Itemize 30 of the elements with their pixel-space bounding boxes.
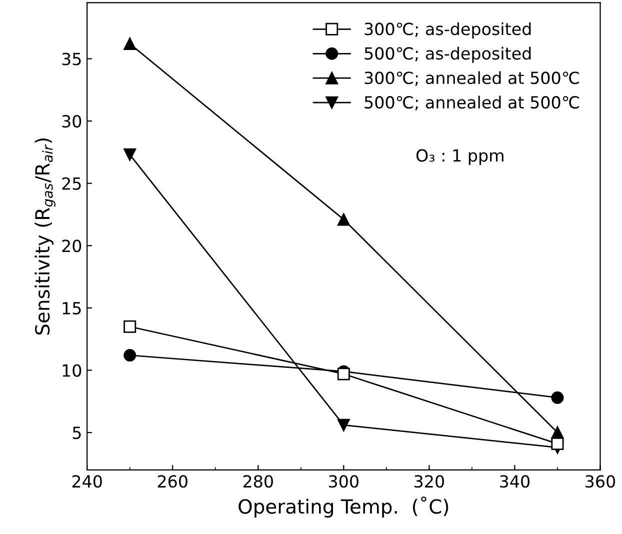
y-tick-label: 15	[62, 302, 81, 315]
x-tick-label: 340	[500, 475, 530, 488]
legend-label: 500℃; as-deposited	[364, 46, 531, 63]
point	[337, 418, 350, 432]
x-tick-label: 260	[158, 475, 188, 488]
y-tick-label: 5	[72, 426, 81, 440]
y-tick-label: 10	[62, 364, 82, 377]
point	[337, 368, 350, 380]
point	[124, 38, 136, 50]
x-tick-label: 360	[586, 475, 616, 488]
point	[124, 320, 136, 333]
point	[337, 213, 350, 226]
y-tick-label: 20	[62, 240, 82, 252]
y-tick-label: 30	[62, 115, 82, 128]
point	[124, 349, 136, 362]
y-tick-label: 35	[62, 52, 81, 66]
legend-label: 500℃; annealed at 500℃	[364, 96, 579, 110]
legend-label: 300℃; as-deposited	[364, 22, 531, 38]
y-tick-label: 25	[62, 177, 81, 190]
x-axis-title: Operating Temp. (˚C)	[238, 496, 448, 518]
annotation: O₃ : 1 ppm	[416, 149, 504, 165]
x-tick-label: 300	[329, 475, 358, 488]
x-tick-label: 320	[414, 475, 444, 488]
y-axis-title: Sensitivity (R$_{gas}$/R$_{air}$)	[34, 138, 56, 335]
x-tick-label: 240	[72, 475, 102, 488]
legend-label: 300℃; annealed at 500℃	[364, 71, 579, 86]
point	[124, 148, 136, 161]
x-tick-label: 280	[243, 475, 273, 488]
point	[551, 438, 564, 450]
point	[551, 391, 564, 404]
